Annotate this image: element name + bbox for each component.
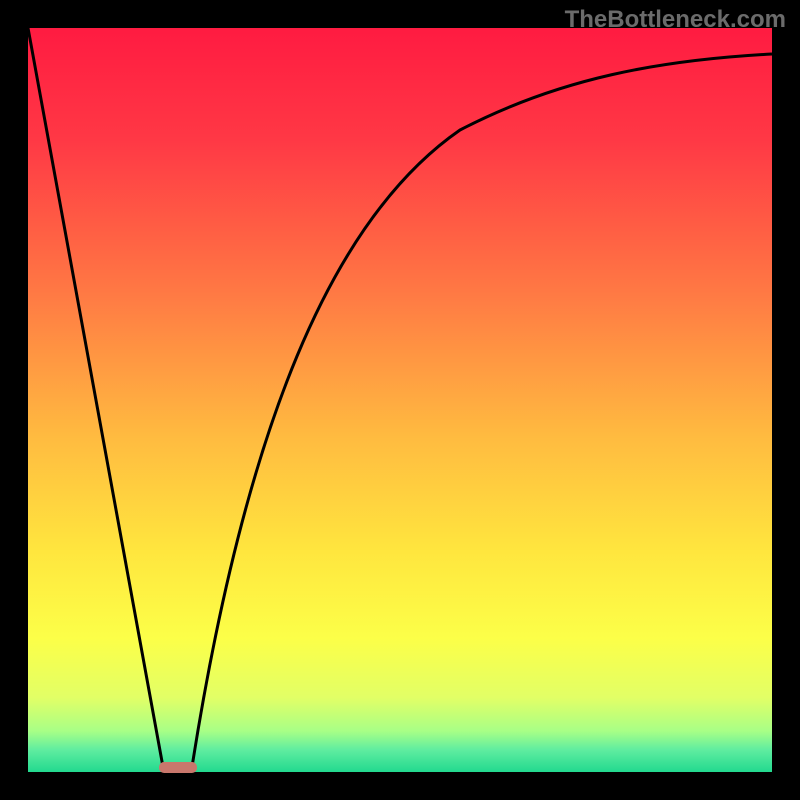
bottleneck-chart bbox=[0, 0, 800, 800]
watermark-text: TheBottleneck.com bbox=[565, 6, 786, 34]
chart-container: TheBottleneck.com bbox=[0, 0, 800, 800]
bottleneck-marker bbox=[159, 762, 197, 773]
chart-background bbox=[28, 28, 772, 772]
